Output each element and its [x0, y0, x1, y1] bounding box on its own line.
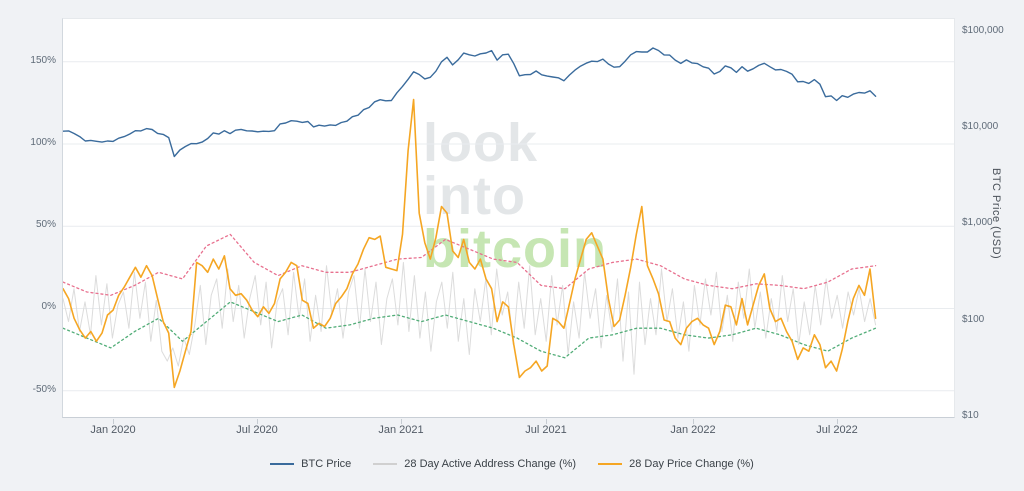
watermark-word-look: look	[423, 113, 539, 173]
series-line[interactable]	[63, 261, 877, 375]
series-line[interactable]	[63, 98, 877, 389]
x-axis-tick-label: Jul 2021	[525, 424, 567, 436]
x-axis-tick-mark	[693, 419, 694, 424]
watermark-logo: look into bitcoin	[423, 113, 607, 279]
y-axis-left-tick-label: 0%	[41, 301, 56, 312]
y-axis-left-tick-label: -50%	[32, 384, 56, 395]
right-axis-title: BTC Price (USD)	[990, 168, 1002, 260]
y-axis-left-tick-label: 50%	[35, 219, 56, 230]
legend-line-swatch	[373, 463, 398, 465]
y-axis-right-tick-label: $10,000	[962, 121, 999, 132]
legend-label: BTC Price	[301, 458, 352, 470]
x-axis-tick-mark	[546, 419, 547, 424]
series-line[interactable]	[63, 47, 877, 158]
series-line[interactable]	[63, 301, 877, 359]
watermark-word-bitcoin: bitcoin	[423, 218, 607, 279]
y-axis-right-tick-label: $1,000	[962, 217, 993, 228]
y-axis-right-tick-label: $100,000	[962, 25, 1004, 36]
x-axis-tick-mark	[837, 419, 838, 424]
x-axis-tick-mark	[257, 419, 258, 424]
y-axis-left-tick-label: 100%	[30, 137, 56, 148]
plot-area[interactable]: look into bitcoin	[62, 18, 955, 418]
legend-line-swatch	[598, 463, 623, 465]
x-axis-tick-label: Jul 2020	[236, 424, 278, 436]
x-axis-tick-mark	[113, 419, 114, 424]
legend-item[interactable]: 28 Day Active Address Change (%)	[373, 458, 576, 470]
legend-label: 28 Day Price Change (%)	[629, 458, 754, 470]
legend: BTC Price 28 Day Active Address Change (%…	[0, 458, 1024, 470]
x-axis-tick-mark	[401, 419, 402, 424]
x-axis-tick-label: Jan 2020	[90, 424, 136, 436]
y-axis-right-tick-label: $100	[962, 314, 985, 325]
legend-item[interactable]: 28 Day Price Change (%)	[598, 458, 754, 470]
x-axis-tick-label: Jan 2022	[670, 424, 716, 436]
legend-line-swatch	[270, 463, 295, 465]
x-axis-tick-label: Jan 2021	[378, 424, 424, 436]
x-axis-tick-label: Jul 2022	[816, 424, 858, 436]
legend-item[interactable]: BTC Price	[270, 458, 351, 470]
series-line[interactable]	[63, 233, 877, 296]
chart-canvas[interactable]	[63, 19, 954, 417]
y-axis-left-tick-label: 150%	[30, 55, 56, 66]
legend-label: 28 Day Active Address Change (%)	[404, 458, 577, 470]
y-axis-right-tick-label: $10	[962, 410, 979, 421]
